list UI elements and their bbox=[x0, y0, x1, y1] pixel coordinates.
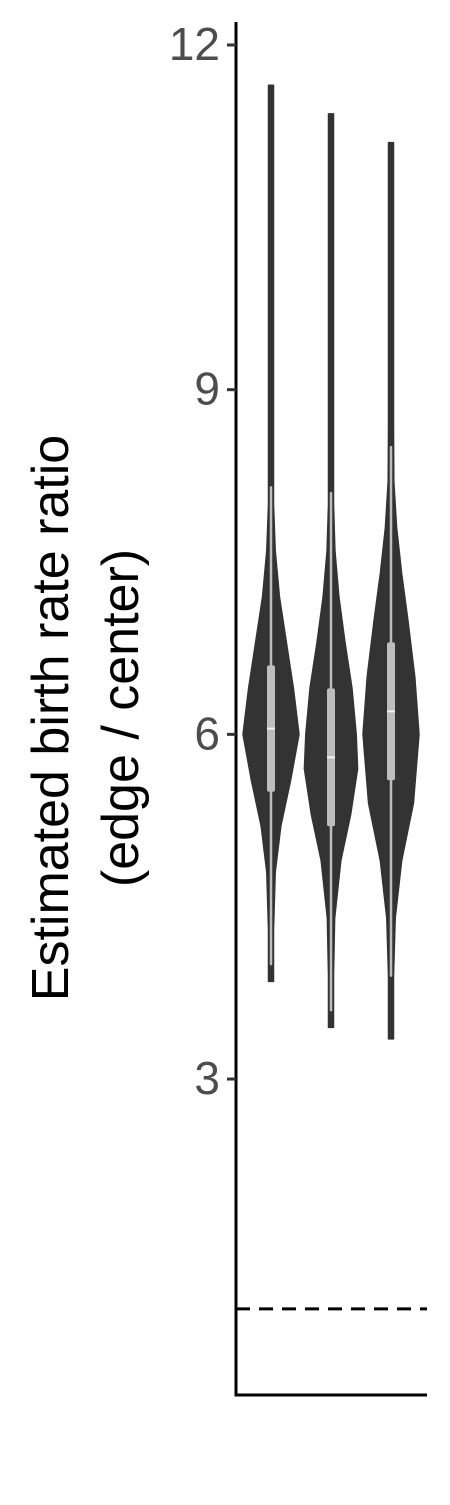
y-axis-title-line1: Estimated birth rate ratio bbox=[22, 435, 80, 1001]
y-axis-title-line2: (edge / center) bbox=[92, 549, 150, 887]
y-tick-label-9: 9 bbox=[194, 363, 220, 415]
y-tick-label-3: 3 bbox=[194, 1052, 220, 1104]
y-tick-label-12: 12 bbox=[169, 18, 220, 70]
y-tick-label-6: 6 bbox=[194, 707, 220, 759]
